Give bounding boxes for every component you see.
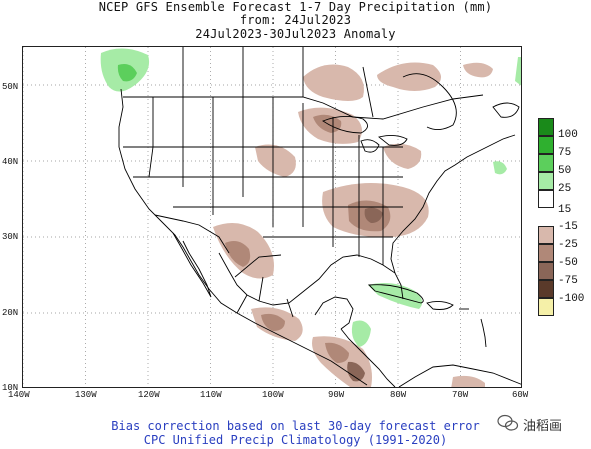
lon-label-130w: 130W xyxy=(75,390,97,400)
legend-label-25: 25 xyxy=(558,183,572,195)
footer-climatology-note: CPC Unified Precip Climatology (1991-202… xyxy=(143,433,448,447)
legend-label-50: 50 xyxy=(558,165,572,177)
lat-label-20n: 20N xyxy=(2,308,19,318)
lon-label-110w: 110W xyxy=(200,390,222,400)
legend-label-neg50: -50 xyxy=(558,257,578,269)
legend-swatch-neg100 xyxy=(538,298,554,316)
lon-label-140w: 140W xyxy=(8,390,30,400)
legend-swatch-25 xyxy=(538,172,554,190)
wet-anomaly-areas xyxy=(100,48,521,347)
lon-label-70w: 70W xyxy=(452,390,469,400)
dry-anomaly-areas xyxy=(213,62,493,387)
title-line-3: 24Jul2023-30Jul2023 Anomaly xyxy=(195,27,396,41)
lon-label-80w: 80W xyxy=(390,390,407,400)
legend-swatch-100 xyxy=(538,118,554,136)
map-svg xyxy=(23,47,521,387)
legend-swatch-neg15 xyxy=(538,226,554,244)
lat-label-10n: 10N xyxy=(2,383,19,393)
legend-label-neg25: -25 xyxy=(558,239,578,251)
legend-label-neg75: -75 xyxy=(558,275,578,287)
legend-swatch-neg75 xyxy=(538,280,554,298)
legend-label-75: 75 xyxy=(558,147,572,159)
footer-bias-note: Bias correction based on last 30-day for… xyxy=(111,419,480,433)
color-legend: 100 75 50 25 15 -15 -25 -50 -75 -100 xyxy=(538,118,586,320)
title-line-2: from: 24Jul2023 xyxy=(239,13,352,27)
wechat-icon xyxy=(497,414,519,435)
legend-label-neg100: -100 xyxy=(558,293,585,305)
map-gridlines xyxy=(23,47,521,387)
lat-label-30n: 30N xyxy=(2,232,19,242)
legend-swatch-15 xyxy=(538,190,554,208)
watermark-text: 油稻画 xyxy=(523,417,563,433)
lon-label-100w: 100W xyxy=(262,390,284,400)
legend-swatch-50 xyxy=(538,154,554,172)
lon-label-60w: 60W xyxy=(512,390,529,400)
lon-label-90w: 90W xyxy=(328,390,345,400)
coastlines-and-borders xyxy=(118,47,521,387)
precipitation-anomaly-map xyxy=(22,46,522,388)
legend-label-neg15: -15 xyxy=(558,221,578,233)
lon-label-120w: 120W xyxy=(138,390,160,400)
legend-swatch-75 xyxy=(538,136,554,154)
lat-label-50n: 50N xyxy=(2,82,19,92)
legend-swatch-neg25 xyxy=(538,244,554,262)
legend-label-15: 15 xyxy=(558,204,572,216)
lat-label-40n: 40N xyxy=(2,157,19,167)
watermark-logo: 油稻画 xyxy=(497,414,562,434)
title-line-1: NCEP GFS Ensemble Forecast 1-7 Day Preci… xyxy=(98,0,493,14)
legend-label-100: 100 xyxy=(558,129,578,141)
legend-swatch-neg50 xyxy=(538,262,554,280)
